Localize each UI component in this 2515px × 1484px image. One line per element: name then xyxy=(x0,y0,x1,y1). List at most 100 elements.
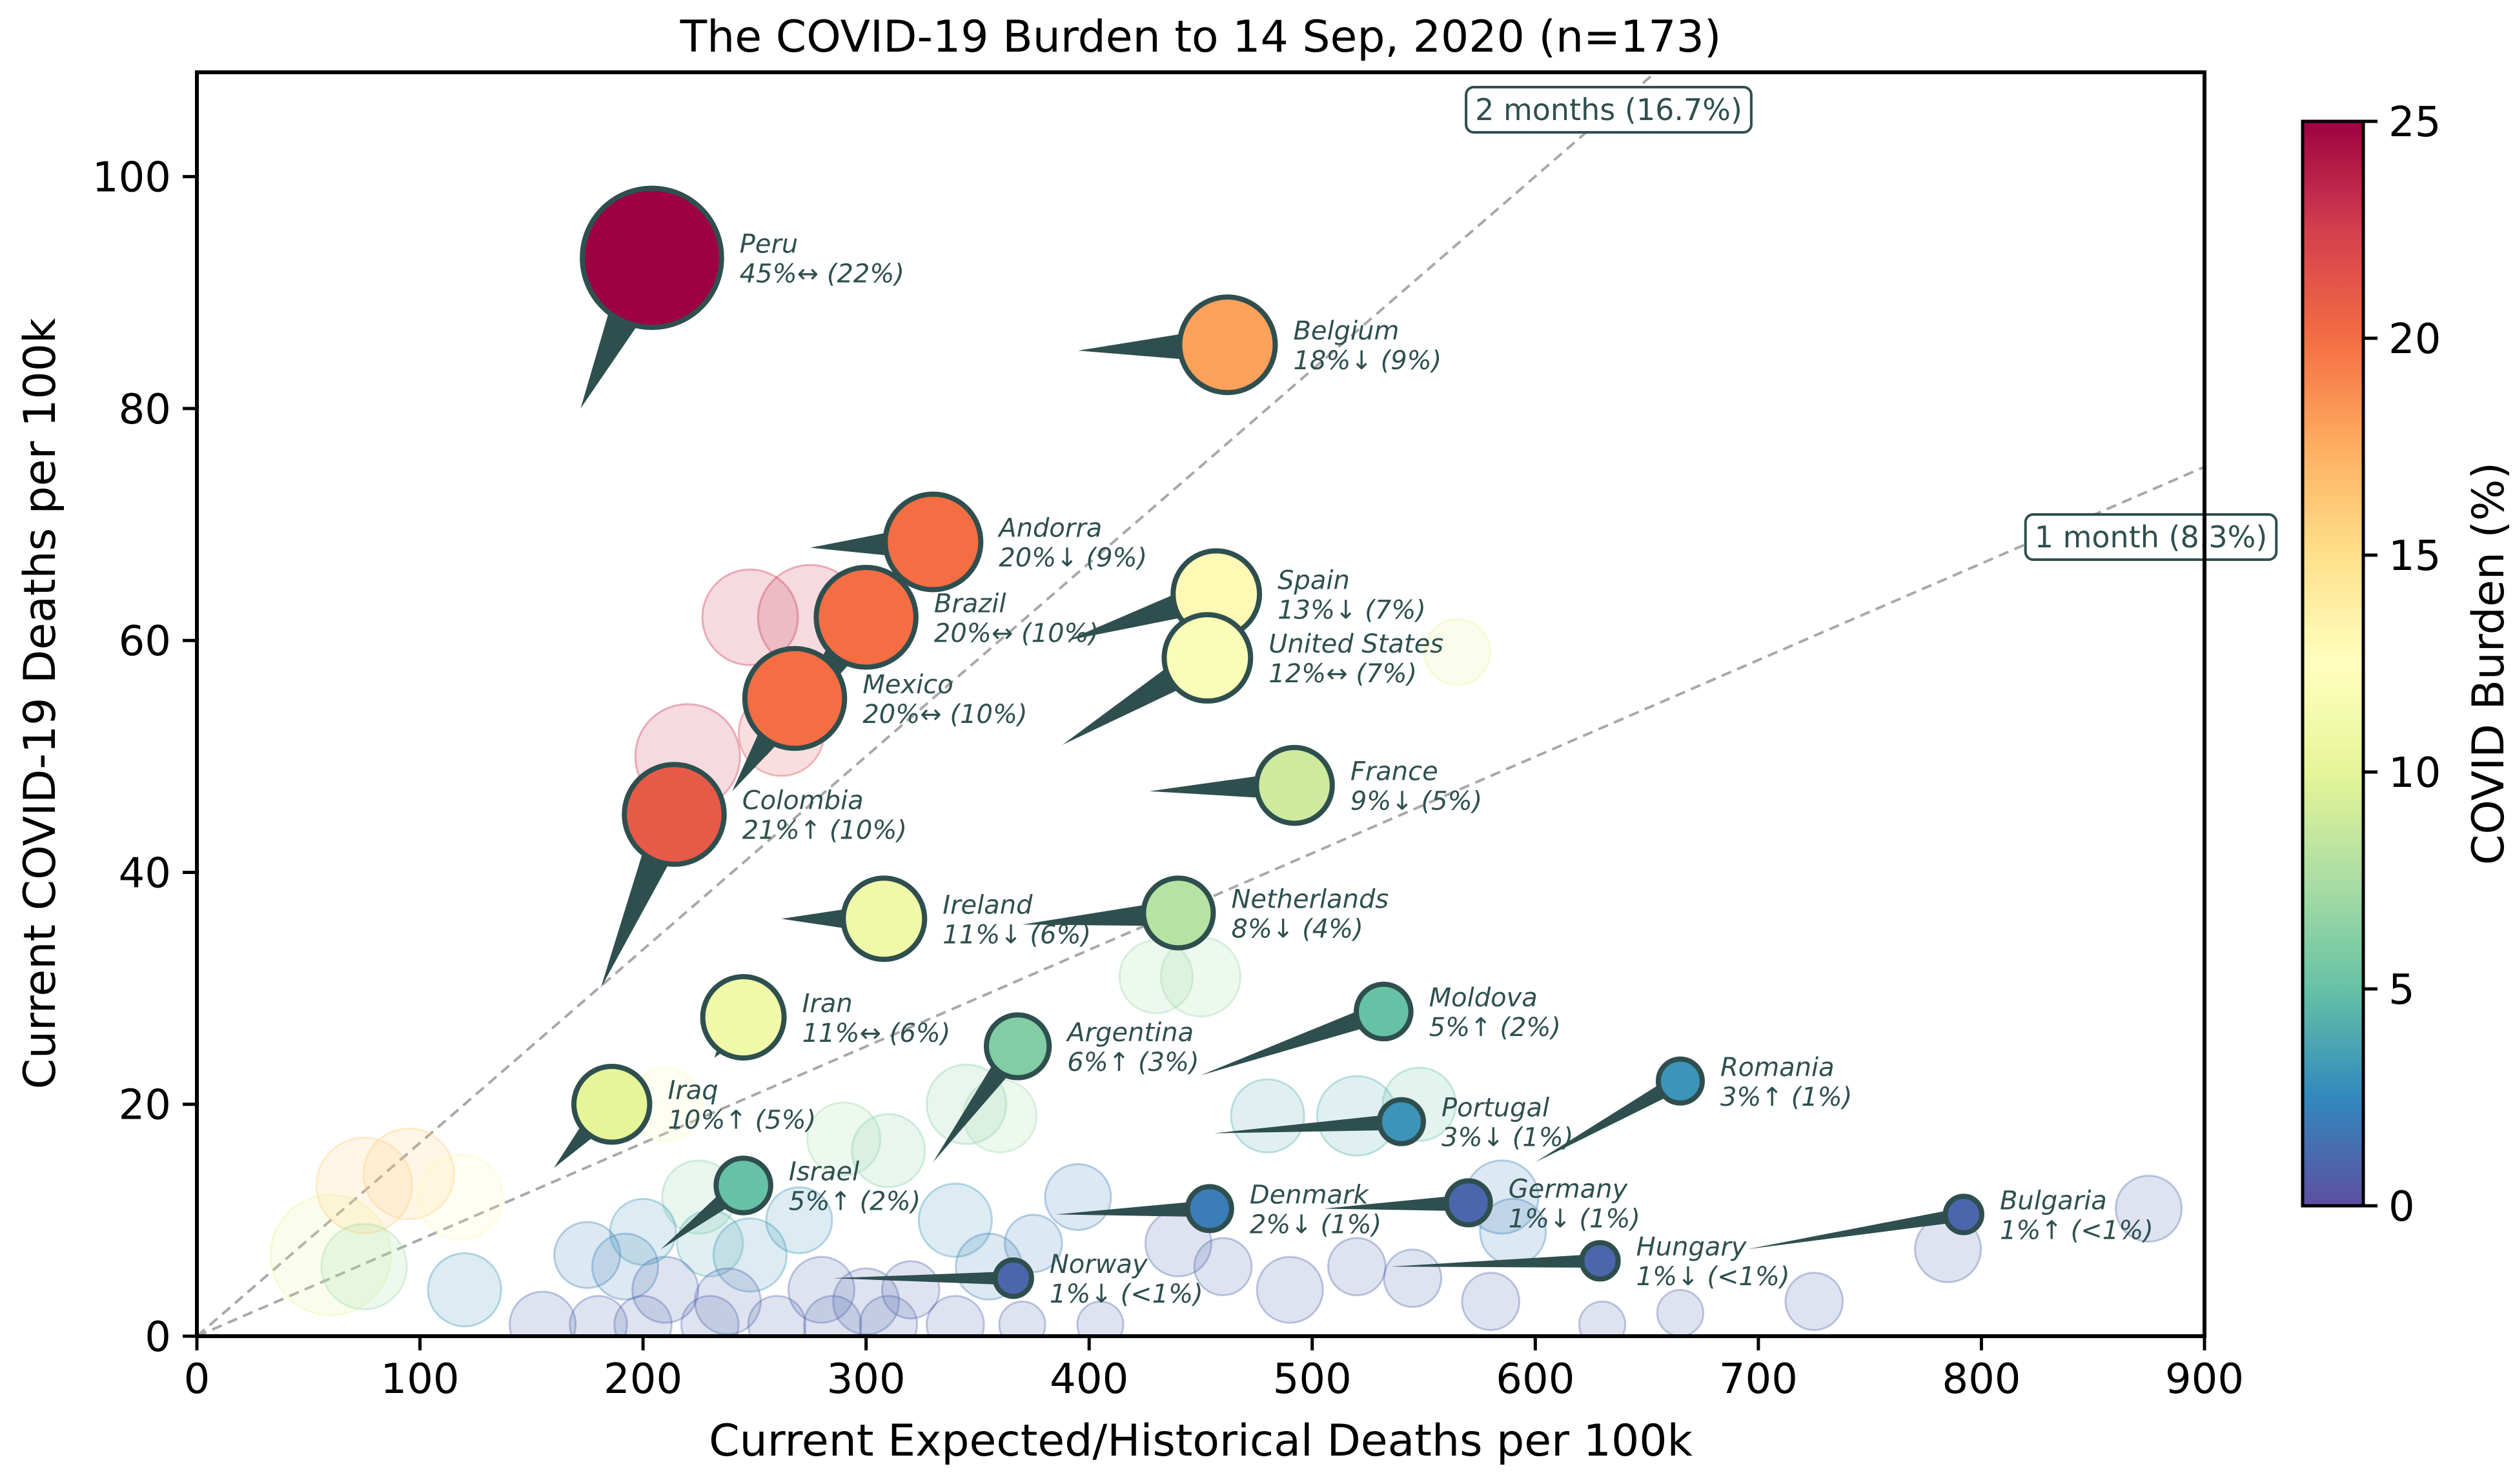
x-tick-label: 700 xyxy=(1719,1356,1798,1403)
country-burden-label: 20%↔ (10%) xyxy=(934,618,1099,648)
colorbar-tick-label: 5 xyxy=(2388,966,2415,1014)
country-name-label: Iran xyxy=(802,989,853,1019)
y-tick-label: 20 xyxy=(119,1082,171,1130)
x-axis: 0 100 200 300 400 500 600 700 800 900 xyxy=(184,1336,2244,1403)
country-bubble xyxy=(840,875,928,962)
country-burden-label: 1%↓ (<1%) xyxy=(1636,1262,1790,1292)
country-burden-label: 11%↓ (6%) xyxy=(942,920,1091,950)
background-point xyxy=(859,1295,919,1336)
trajectory-tail xyxy=(832,1271,1013,1285)
trajectory-tail xyxy=(1201,1001,1387,1075)
x-tick-label: 800 xyxy=(1942,1356,2021,1403)
country-name-label: Spain xyxy=(1278,565,1350,595)
background-point xyxy=(680,1295,740,1336)
country-bubble xyxy=(984,1012,1052,1081)
background-point xyxy=(613,1295,673,1336)
x-tick-label: 300 xyxy=(827,1356,906,1403)
country-burden-label: 3%↑ (1%) xyxy=(1720,1083,1852,1112)
country-burden-label: 1%↓ (1%) xyxy=(1509,1204,1640,1234)
country-bubble xyxy=(1177,294,1278,396)
background-point xyxy=(553,1221,622,1289)
background-point xyxy=(747,1295,807,1336)
colorbar-tick-label: 10 xyxy=(2388,749,2441,797)
chart-title: The COVID-19 Burden to 14 Sep, 2020 (n=1… xyxy=(680,12,1722,63)
background-point xyxy=(609,1197,677,1266)
background-point xyxy=(1193,1237,1253,1297)
country-bubble xyxy=(1185,1184,1234,1234)
country-name-label: Norway xyxy=(1050,1250,1148,1279)
country-bubble xyxy=(882,491,984,593)
country-bubble xyxy=(813,565,919,670)
trajectory-tail xyxy=(1214,1113,1402,1133)
x-tick-label: 500 xyxy=(1273,1356,1352,1403)
colorbar-tick-label: 25 xyxy=(2388,99,2441,147)
trajectory-tail xyxy=(1535,1073,1685,1163)
country-name-label: Hungary xyxy=(1636,1232,1747,1262)
background-point xyxy=(1256,1255,1324,1324)
background-point xyxy=(1423,618,1491,686)
reference-line-label: 1 month (8.3%) xyxy=(2024,513,2278,561)
background-point xyxy=(569,1295,628,1336)
country-name-label: Netherlands xyxy=(1231,884,1389,914)
country-name-label: Germany xyxy=(1509,1174,1629,1204)
country-burden-label: 10%↑ (5%) xyxy=(667,1106,816,1135)
country-burden-label: 20%↓ (9%) xyxy=(999,544,1147,573)
x-tick-label: 600 xyxy=(1496,1356,1574,1403)
y-tick-label: 80 xyxy=(119,386,171,434)
country-name-label: Portugal xyxy=(1441,1093,1549,1123)
x-tick-label: 400 xyxy=(1050,1356,1128,1403)
background-point xyxy=(787,1255,856,1324)
x-tick-label: 100 xyxy=(380,1356,459,1403)
country-name-label: United States xyxy=(1268,629,1443,659)
country-name-label: Mexico xyxy=(862,670,953,700)
country-burden-label: 2%↓ (1%) xyxy=(1250,1210,1381,1239)
background-point xyxy=(806,1101,882,1177)
country-bubble xyxy=(571,1064,653,1145)
country-bubble xyxy=(700,974,787,1061)
background-point xyxy=(427,1252,502,1328)
colorbar-ticks: 0 5 10 15 20 25 xyxy=(2363,99,2441,1231)
background-point xyxy=(1656,1288,1705,1336)
country-burden-label: 1%↓ (<1%) xyxy=(1050,1279,1203,1309)
country-name-label: Andorra xyxy=(997,514,1102,544)
country-burden-label: 3%↓ (1%) xyxy=(1441,1123,1573,1153)
x-tick-label: 900 xyxy=(2165,1356,2244,1403)
trajectory-tail xyxy=(1055,1200,1210,1217)
country-burden-label: 5%↑ (2%) xyxy=(789,1186,921,1216)
background-point xyxy=(851,1113,926,1188)
colorbar-tick-label: 15 xyxy=(2388,533,2441,580)
country-bubble xyxy=(1655,1056,1705,1106)
country-burden-label: 9%↓ (5%) xyxy=(1350,787,1482,817)
reference-line-labels: 2 months (16.7%) 1 month (8.3%) xyxy=(1465,86,2278,561)
y-axis: 0 20 40 60 80 100 xyxy=(92,154,197,1361)
country-bubble xyxy=(580,185,724,330)
country-bubble xyxy=(1354,981,1414,1042)
country-bubble xyxy=(1141,875,1216,951)
y-tick-label: 100 xyxy=(92,154,171,202)
background-point xyxy=(362,1127,456,1221)
background-point xyxy=(1230,1078,1305,1154)
background-point xyxy=(269,1194,392,1317)
country-name-label: Romania xyxy=(1720,1053,1835,1083)
colorbar-tick-label: 0 xyxy=(2388,1183,2415,1231)
background-point xyxy=(802,1295,862,1336)
country-burden-label: 21%↑ (10%) xyxy=(742,816,907,846)
background-point xyxy=(998,1300,1046,1336)
reference-lines xyxy=(197,72,2204,1336)
plot-frame xyxy=(195,70,2206,1338)
background-point xyxy=(1784,1272,1844,1332)
country-burden-label: 20%↔ (10%) xyxy=(862,700,1027,729)
country-name-label: Peru xyxy=(740,229,799,259)
country-bubble xyxy=(622,762,727,867)
background-point xyxy=(712,1217,788,1293)
reference-line-label-text: 1 month (8.3%) xyxy=(2035,520,2268,554)
reference-line-label-box xyxy=(1465,86,1753,134)
y-tick-label: 60 xyxy=(119,618,171,666)
trajectory-tail xyxy=(1747,1207,1965,1250)
country-name-label: Ireland xyxy=(942,890,1033,920)
country-bubble xyxy=(1161,612,1254,704)
trajectory-tail xyxy=(1022,899,1179,926)
